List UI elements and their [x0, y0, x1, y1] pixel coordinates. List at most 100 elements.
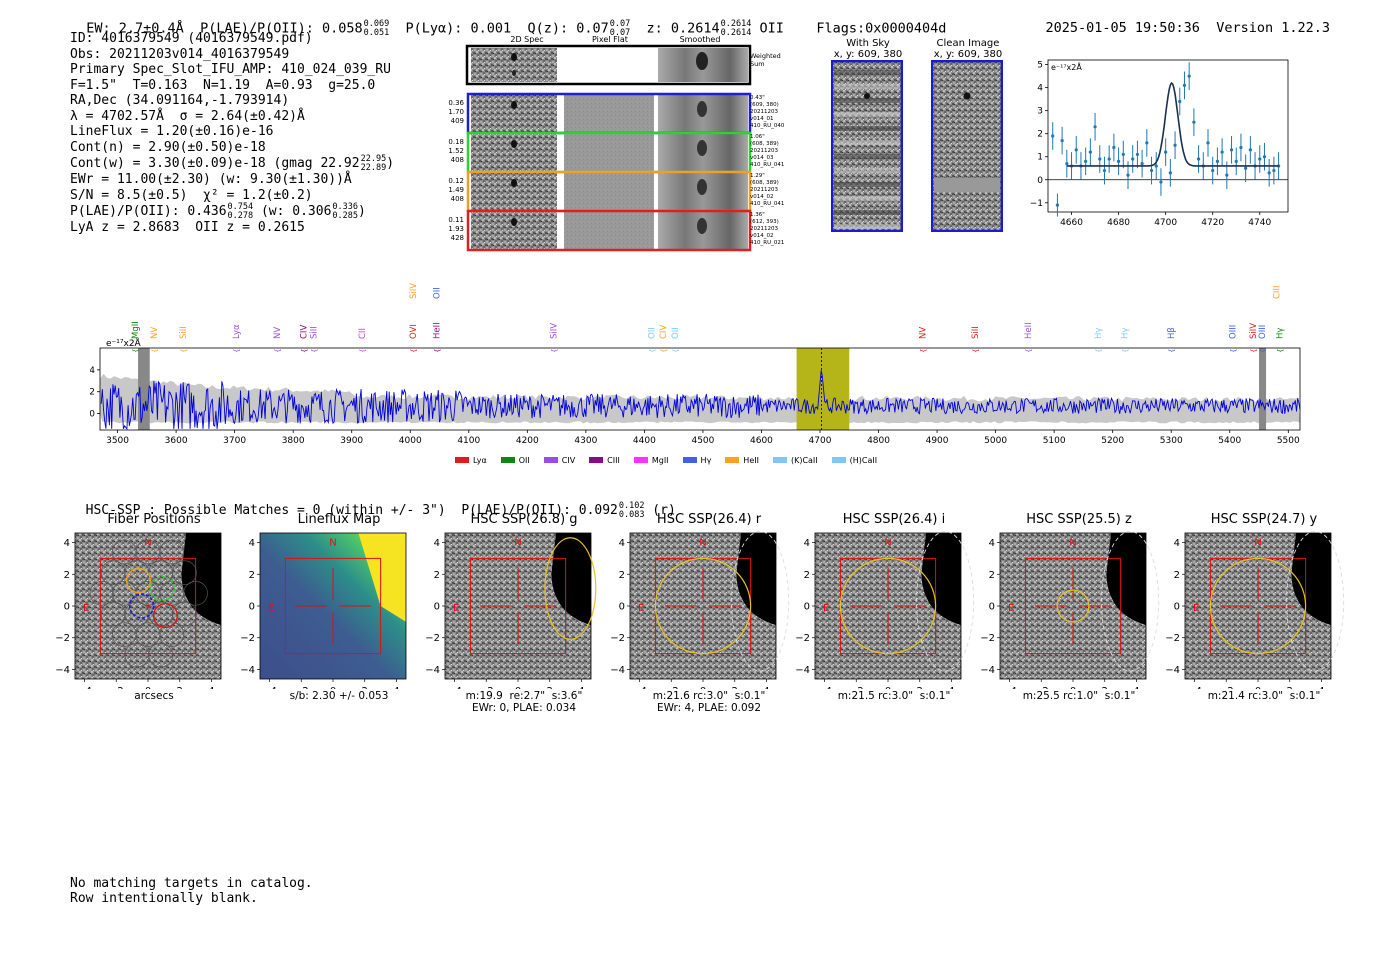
x-tick-label: 0 — [145, 686, 151, 689]
legend-label: Lyα — [473, 455, 487, 465]
info-lineflux: LineFlux = 1.20(±0.16)e-16 — [70, 124, 274, 139]
legend-label: (H)CaII — [849, 455, 878, 465]
line-identifier: SiII { — [179, 326, 189, 353]
y-tick-label: −2 — [425, 633, 440, 644]
full-spectrum: 4 2 0 e⁻¹⁷x2Å 3500 3600 3700 3800 3900 4000 4100 42… — [89, 275, 1310, 469]
y-tick-label: 5 — [1037, 61, 1043, 71]
data-point — [1154, 164, 1158, 168]
aperture-box — [1024, 557, 1122, 655]
x-tick-label: 0 — [700, 686, 706, 689]
fiber-circle — [148, 642, 173, 668]
fiber-fourth — [152, 602, 179, 629]
line-identifier: SiIV { — [550, 323, 560, 353]
fit-ylabel: e⁻¹⁷x2Å — [1051, 61, 1082, 72]
fiber-circle — [172, 601, 197, 627]
spec2d-row-left-label: 0.36 1.70 409 — [448, 99, 464, 125]
legend-swatch — [772, 457, 787, 463]
spectrum-line — [100, 370, 1301, 431]
line-identifier-label: NV — [273, 327, 283, 339]
qz-value: Q(z): 0.07 — [527, 20, 609, 37]
line-identifier: CIV { — [659, 325, 669, 353]
aperture-box — [99, 557, 197, 655]
x-tick-label: 0 — [515, 686, 521, 689]
svg-text:{: { — [672, 349, 680, 353]
data-point — [1215, 159, 1220, 163]
clean-image-panel: Clean Image x, y: 609, 380 — [928, 38, 1008, 236]
spec2d-row — [466, 209, 752, 252]
footer-line1: No matching targets in catalog. — [70, 876, 313, 891]
line-identifier: OII { — [671, 327, 681, 353]
x-tick-label: 4 — [1318, 686, 1324, 689]
source-ellipse — [1101, 530, 1160, 672]
data-point — [1178, 99, 1182, 104]
spec2d-svg: 2D Spec Pixel Flat Smoothed — [465, 35, 752, 252]
y-tick-label: 2 — [804, 570, 810, 581]
x-tick-label: 5300 — [1160, 436, 1183, 446]
svg-text:{: { — [648, 349, 656, 353]
x-tick-label: 4720 — [1201, 218, 1224, 228]
data-point — [1173, 143, 1177, 147]
data-point — [1267, 171, 1271, 175]
aperture-circle — [654, 557, 752, 655]
svg-text:{: { — [359, 349, 367, 353]
source-ellipse — [916, 530, 975, 672]
y-tick-label: −4 — [240, 665, 255, 676]
x-tick-label: 4700 — [1154, 218, 1177, 228]
svg-text:{: { — [660, 349, 668, 353]
data-point — [1234, 159, 1238, 163]
line-identifier-label: OIII — [1258, 325, 1268, 339]
y-tick-label: 2 — [249, 570, 255, 581]
spec2d-row-left-label: 0.18 1.52 408 — [448, 138, 464, 164]
line-identifier: Hγ { — [1276, 328, 1286, 353]
y-tick-label: 2 — [1037, 130, 1043, 140]
y-tick-label: 0 — [90, 410, 95, 420]
compass-north: N — [329, 538, 336, 549]
data-point — [1107, 157, 1111, 161]
data-point — [1239, 145, 1243, 150]
y-tick-label: −2 — [610, 633, 625, 644]
spec2d-row — [466, 131, 752, 174]
line-identifier-label: HeII — [1024, 322, 1034, 339]
cutout-image: N E 4 2 0 −2 −4 −4 −2 0 2 4 — [1165, 530, 1345, 697]
timestamp: 2025-01-05 19:50:36 — [1045, 20, 1200, 36]
cutout-title: Lineflux Map — [297, 512, 381, 527]
x-tick-label: 2 — [917, 686, 923, 689]
spec2d-row-right-label: 0.43" (609, 380) 20211203 v014_01 410_RU… — [750, 95, 785, 129]
legend-label: HeII — [743, 455, 759, 465]
legend-item: OII — [500, 456, 530, 465]
spec2d-row-left-label: 0.11 1.93 428 — [448, 216, 464, 242]
line-identifier-label: SiII — [310, 326, 320, 339]
cutout-title: HSC SSP(26.4) r — [656, 512, 762, 527]
compass-east: E — [1193, 603, 1199, 614]
compass-east: E — [268, 603, 274, 614]
line-identifier-label: NV — [918, 327, 928, 339]
fiber-primary — [128, 593, 155, 619]
fiber-third — [125, 568, 152, 594]
data-point — [1164, 150, 1168, 154]
data-point — [1149, 168, 1154, 173]
x-tick-label: 4 — [208, 686, 214, 689]
full-spectrum-svg: 4 2 0 e⁻¹⁷x2Å 3500 3600 3700 3800 3900 4000 4100 42… — [89, 283, 1301, 446]
info-contw: Cont(w) = 3.30(±0.09)e-18 (gmag 22.92 22.… — [70, 154, 395, 173]
y-tick-label: −4 — [980, 665, 995, 676]
y-tick-label: −2 — [55, 633, 70, 644]
spec2d-row — [466, 92, 752, 135]
y-tick-label: 2 — [434, 570, 440, 581]
x-tick-label: −4 — [1187, 686, 1202, 689]
line-window-highlight — [796, 348, 850, 430]
col-title-pixelflat: Pixel Flat — [592, 35, 628, 44]
line-identifier-label: SiII — [179, 326, 189, 339]
data-point — [1093, 125, 1097, 129]
cutout-image: N E +4 2 0 −2 −4 −4 −2 0 2 4 — [55, 532, 222, 697]
source-ellipse — [1286, 530, 1345, 672]
x-tick-label: −4 — [262, 686, 277, 689]
x-tick-label: −4 — [817, 686, 832, 689]
y-tick-label: −2 — [1165, 633, 1180, 644]
cutout-image: N E 4 2 0 −2 −4 −4 −2 0 2 4 — [795, 530, 975, 697]
info-obs: Obs: 20211203v014_4016379549 — [70, 46, 290, 62]
x-tick-label: 0 — [885, 686, 891, 689]
line-identifier: Hβ { — [1167, 327, 1177, 353]
data-point — [1112, 145, 1116, 150]
